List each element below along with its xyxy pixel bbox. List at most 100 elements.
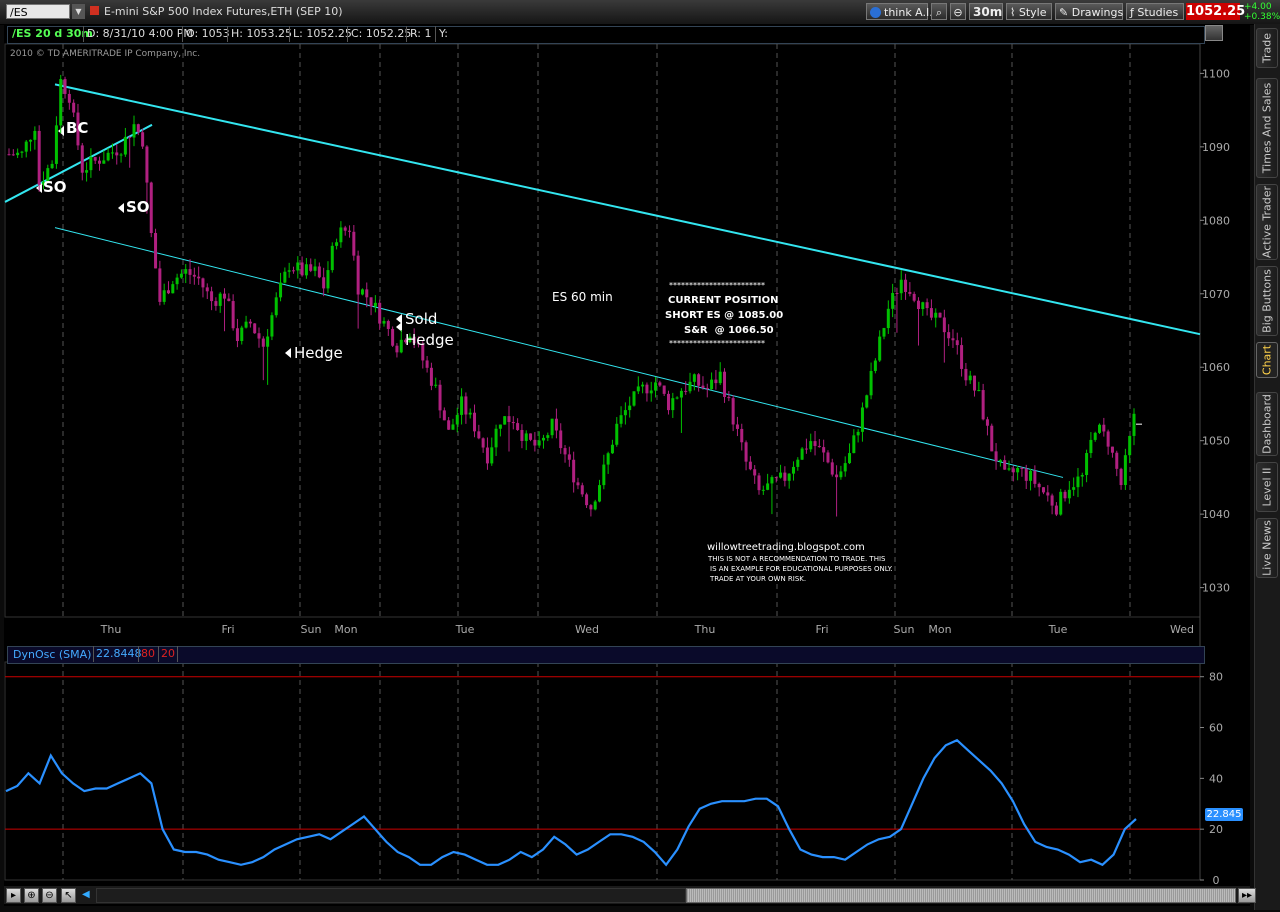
tab-active-trader[interactable]: Active Trader <box>1256 184 1278 260</box>
tab-big-buttons[interactable]: Big Buttons <box>1256 266 1278 336</box>
chart-settings-icon[interactable] <box>1205 25 1223 41</box>
candle-body <box>145 146 149 183</box>
candle-body <box>391 328 395 346</box>
candle-body <box>623 410 627 416</box>
candle-body <box>968 375 972 381</box>
candle-body <box>80 145 84 173</box>
scroll-left-icon[interactable]: ◀ <box>82 889 90 900</box>
candle-body <box>490 447 494 464</box>
candle-body <box>270 315 274 337</box>
candle-body <box>309 264 313 271</box>
candle-body <box>1102 424 1106 432</box>
candle-body <box>98 160 102 164</box>
drawings-button[interactable]: ✎ Drawings <box>1055 3 1123 20</box>
candle-body <box>382 321 386 324</box>
candle-body <box>1020 467 1024 469</box>
candle-body <box>1080 474 1084 477</box>
candle-body <box>279 282 283 298</box>
bar-low: L: 1052.25 <box>293 27 352 40</box>
candle-body <box>136 124 140 133</box>
candle-body <box>29 139 33 142</box>
candle-body <box>1041 487 1045 493</box>
candle-body <box>572 459 576 483</box>
studies-button[interactable]: ƒ Studies <box>1126 3 1184 20</box>
pointer-icon[interactable]: ↖ <box>61 888 76 903</box>
candle-body <box>981 390 985 420</box>
candle-body <box>951 338 955 341</box>
oscillator-layer <box>5 676 1200 867</box>
annotation-short: SHORT ES @ 1085.00 <box>665 310 784 321</box>
candle-body <box>76 112 80 146</box>
copyright: 2010 © TD AMERITRADE IP Company, Inc. <box>10 49 201 59</box>
scroll-left-end-icon[interactable]: ▸ <box>6 888 21 903</box>
x-tick-label: Tue <box>1048 623 1068 636</box>
symbol-dropdown-icon[interactable]: ▼ <box>72 4 85 19</box>
scroll-track[interactable] <box>96 888 686 903</box>
candle-body <box>533 439 537 446</box>
zoom-out-icon[interactable]: ⊖ <box>950 3 966 20</box>
candle-body <box>580 485 584 495</box>
chart-canvas[interactable]: Thu Fri Sun Mon Tue Wed Thu Fri Sun Mon Tue Wed 1030… <box>0 0 1254 886</box>
scroll-thumb[interactable] <box>686 888 1236 903</box>
annotation-current-position: CURRENT POSITION <box>668 295 779 306</box>
study-lower-level: 20 <box>158 646 178 662</box>
tab-live-news[interactable]: Live News <box>1256 518 1278 578</box>
candle-body <box>335 242 339 246</box>
bar-y: Y: <box>439 27 448 40</box>
candle-body <box>184 269 188 274</box>
candle-body <box>447 420 451 430</box>
candle-body <box>7 154 11 156</box>
candle-body <box>904 279 908 292</box>
candle-body <box>977 390 981 392</box>
candle-body <box>908 291 912 294</box>
tab-times-and-sales[interactable]: Times And Sales <box>1256 78 1278 178</box>
candle-body <box>576 482 580 486</box>
tab-chart[interactable]: Chart <box>1256 342 1278 378</box>
annotation-hedge: Hedge <box>405 331 454 349</box>
candle-body <box>1016 467 1020 473</box>
last-price: 1052.25 <box>1186 3 1246 20</box>
style-button[interactable]: ⌇ Style <box>1006 3 1052 20</box>
timeframe-button[interactable]: 30m <box>969 3 1003 20</box>
zoom-in-icon[interactable]: ⊕ <box>24 888 39 903</box>
study-value: 22.8448 <box>93 646 142 662</box>
candle-body <box>54 125 58 164</box>
candle-body <box>322 277 326 289</box>
candle-body <box>1067 489 1071 499</box>
candle-body <box>899 279 903 294</box>
candle-body <box>85 170 89 173</box>
candle-body <box>442 410 446 421</box>
info-separator <box>83 26 84 42</box>
think-ai-button[interactable]: think A.I. <box>866 3 933 20</box>
candle-body <box>460 396 464 415</box>
candle-body <box>813 441 817 446</box>
candle-body <box>175 277 179 285</box>
candle-body <box>149 182 153 233</box>
candle-body <box>856 431 860 436</box>
candle-body <box>985 419 989 426</box>
tab-level-ii[interactable]: Level II <box>1256 462 1278 512</box>
zoom-out-icon[interactable]: ⊖ <box>42 888 57 903</box>
symbol-input[interactable]: /ES <box>6 4 70 19</box>
candle-body <box>886 308 890 329</box>
symbol-link-icon[interactable] <box>90 6 99 15</box>
candle-body <box>360 289 364 295</box>
candle-body <box>964 368 968 381</box>
study-name[interactable]: DynOsc (SMA) <box>13 648 92 661</box>
globe-icon <box>870 7 881 18</box>
tab-trade[interactable]: Trade <box>1256 28 1278 68</box>
candle-body <box>158 268 162 302</box>
x-tick-label: Sun <box>301 623 322 636</box>
candle-body <box>934 312 938 318</box>
zoom-icon[interactable]: ⌕ <box>931 3 947 20</box>
candle-body <box>1119 468 1123 486</box>
y-tick-label: 1100 <box>1202 67 1230 80</box>
y-tick-label: 1050 <box>1202 435 1230 448</box>
candle-body <box>37 130 41 185</box>
scroll-right-end-icon[interactable]: ▸▸ <box>1238 888 1256 903</box>
candle-body <box>942 317 946 333</box>
candle-body <box>628 405 632 411</box>
candle-body <box>593 501 597 510</box>
think-ai-label: think A.I. <box>884 6 933 19</box>
tab-dashboard[interactable]: Dashboard <box>1256 392 1278 456</box>
